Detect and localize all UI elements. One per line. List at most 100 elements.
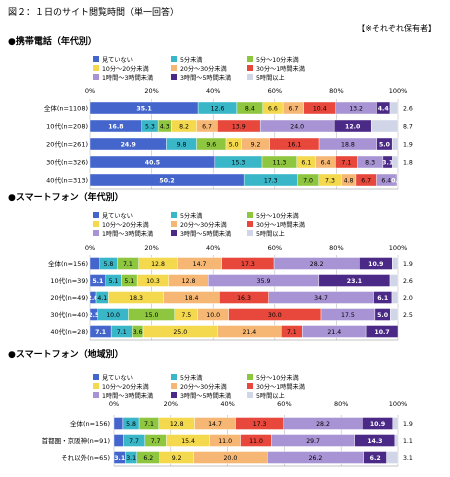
- data-label: 14.7: [208, 421, 222, 428]
- data-label: 8.2: [179, 123, 189, 130]
- data-label: 28.2: [310, 261, 324, 268]
- legend-swatch: [93, 65, 99, 71]
- category-label: 10代(n=208): [46, 122, 88, 131]
- legend-swatch: [171, 56, 177, 62]
- data-label: 3.1: [126, 455, 136, 462]
- axis-tick-label: 80%: [329, 244, 343, 252]
- legend-label: 3時間～5時間未満: [180, 230, 231, 238]
- data-label: 35.1: [136, 105, 151, 112]
- axis-tick-label: 60%: [268, 87, 282, 95]
- legend-swatch: [171, 374, 177, 380]
- data-label: 9.6: [206, 141, 216, 148]
- data-label: 10.9: [368, 261, 383, 268]
- bar-segment: [392, 417, 399, 430]
- data-label: 6.2: [143, 455, 153, 462]
- legend-swatch: [171, 65, 177, 71]
- data-label: 6.7: [202, 123, 212, 130]
- legend-label: 1時間～3時間未満: [102, 230, 153, 238]
- data-label: 4.3: [160, 123, 170, 130]
- legend-swatch: [93, 56, 99, 62]
- data-label: 4.8: [344, 177, 354, 184]
- legend-swatch: [247, 74, 253, 80]
- data-label: 2.6: [403, 105, 413, 112]
- data-label: 1.9: [403, 421, 413, 428]
- axis-tick-label: 80%: [334, 400, 348, 408]
- legend-label: 5時間以上: [256, 230, 285, 238]
- data-label: 3.6: [133, 329, 143, 336]
- data-label: 12.8: [151, 261, 165, 268]
- data-label: 17.3: [253, 421, 267, 428]
- data-label: 26.2: [309, 455, 323, 462]
- data-label: 10.7: [374, 329, 389, 336]
- data-label: 25.0: [173, 329, 187, 336]
- data-label: 7.1: [95, 329, 106, 336]
- data-label: 7.7: [129, 438, 139, 445]
- axis-tick-label: 80%: [329, 87, 343, 95]
- data-label: 2.5: [88, 312, 99, 319]
- data-label: 1.1: [403, 438, 413, 445]
- data-label: 13.9: [232, 123, 246, 130]
- chart-title: ●スマートフォン（地域別）: [8, 348, 124, 360]
- legend-swatch: [247, 221, 253, 227]
- legend-swatch: [247, 383, 253, 389]
- axis-tick-label: 0%: [85, 87, 95, 95]
- bar-segment: [390, 308, 399, 321]
- bar-segment: [386, 451, 399, 464]
- figure-title: 図２：１日のサイト閲覧時間（単一回答）: [8, 8, 180, 18]
- data-label: 29.7: [306, 438, 320, 445]
- data-label: 17.3: [241, 261, 255, 268]
- data-label: 17.3: [264, 177, 278, 184]
- data-label: 28.2: [316, 421, 330, 428]
- axis-tick-label: 40%: [206, 87, 220, 95]
- data-label: 10.0: [106, 312, 120, 319]
- data-label: 14.7: [193, 261, 207, 268]
- category-label: 10代(n=39): [50, 276, 88, 285]
- legend-label: 5分～10分未満: [256, 374, 299, 382]
- legend-swatch: [171, 383, 177, 389]
- legend-label: 見ていない: [102, 375, 133, 382]
- data-label: 30.0: [268, 312, 282, 319]
- legend-label: 10分～20分未満: [102, 221, 149, 229]
- legend-label: 20分～30分未満: [180, 383, 227, 391]
- legend-swatch: [171, 221, 177, 227]
- data-label: 18.4: [185, 295, 199, 302]
- data-label: 11.3: [273, 159, 287, 166]
- axis-tick-label: 60%: [268, 244, 282, 252]
- data-label: 12.8: [182, 278, 196, 285]
- data-label: 11.0: [249, 438, 263, 445]
- data-label: 8.7: [403, 123, 413, 130]
- axis-tick-label: 100%: [389, 87, 408, 95]
- axis-tick-label: 0%: [109, 400, 119, 408]
- data-label: 11.0: [218, 438, 232, 445]
- data-label: 7.1: [144, 421, 154, 428]
- data-label: 9.8: [177, 141, 187, 148]
- data-label: 24.9: [121, 141, 136, 148]
- data-label: 7.1: [117, 329, 127, 336]
- legend-swatch: [171, 212, 177, 218]
- legend-swatch: [247, 65, 253, 71]
- data-label: 5.8: [104, 261, 114, 268]
- bar-segment: [89, 257, 100, 270]
- data-label: 2.0: [403, 295, 413, 302]
- data-label: 5.0: [377, 312, 389, 319]
- data-label: 6.7: [361, 177, 371, 184]
- data-label: 0.3: [391, 177, 402, 184]
- axis-tick-label: 60%: [277, 400, 291, 408]
- data-label: 9.2: [172, 455, 182, 462]
- bar-segment: [392, 257, 399, 270]
- bar-segment: [391, 137, 399, 151]
- bar-segment: [365, 325, 399, 338]
- legend-label: 1時間～3時間未満: [102, 74, 153, 82]
- data-label: 8.4: [245, 105, 255, 112]
- legend-label: 30分～1時間未満: [256, 221, 305, 229]
- data-label: 6.7: [289, 105, 299, 112]
- data-label: 12.8: [170, 421, 184, 428]
- legend-swatch: [247, 374, 253, 380]
- data-label: 15.4: [181, 438, 195, 445]
- bar-segment: [391, 291, 399, 304]
- data-label: 6.1: [377, 295, 388, 302]
- data-label: 13.2: [349, 105, 363, 112]
- legend-label: 5時間以上: [256, 392, 285, 400]
- data-label: 7.5: [181, 312, 191, 319]
- axis-tick-label: 40%: [220, 400, 234, 408]
